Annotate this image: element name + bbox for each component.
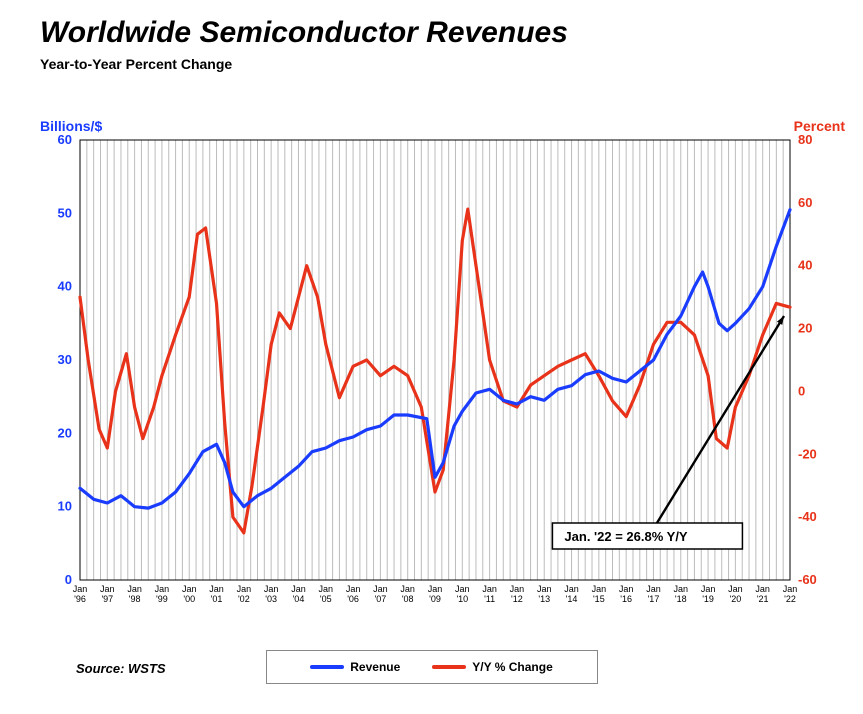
chart-page: Worldwide Semiconductor Revenues Year-to… (0, 0, 863, 714)
svg-text:Jan'98: Jan'98 (127, 584, 142, 604)
svg-text:Jan'19: Jan'19 (701, 584, 716, 604)
svg-text:Jan'11: Jan'11 (482, 584, 497, 604)
svg-text:Jan'18: Jan'18 (674, 584, 689, 604)
svg-text:Jan'05: Jan'05 (319, 584, 334, 604)
svg-text:10: 10 (58, 499, 72, 514)
svg-text:Jan'96: Jan'96 (73, 584, 88, 604)
svg-text:Jan'17: Jan'17 (646, 584, 661, 604)
y-right-ticks: -60 -40 -20 0 20 40 60 80 (798, 132, 817, 587)
svg-text:-40: -40 (798, 509, 817, 524)
svg-text:50: 50 (58, 205, 72, 220)
legend: Revenue Y/Y % Change (266, 650, 598, 684)
svg-text:0: 0 (798, 383, 805, 398)
svg-text:Jan'21: Jan'21 (755, 584, 770, 604)
svg-text:30: 30 (58, 352, 72, 367)
svg-text:Jan'12: Jan'12 (510, 584, 525, 604)
legend-label-revenue: Revenue (350, 660, 400, 674)
legend-label-yoy: Y/Y % Change (472, 660, 552, 674)
svg-text:40: 40 (798, 258, 812, 273)
svg-text:Jan'08: Jan'08 (400, 584, 415, 604)
svg-text:Jan'02: Jan'02 (237, 584, 252, 604)
svg-text:Jan'20: Jan'20 (728, 584, 743, 604)
svg-text:Jan'14: Jan'14 (564, 584, 579, 604)
svg-text:40: 40 (58, 279, 72, 294)
svg-text:80: 80 (798, 132, 812, 147)
svg-text:60: 60 (58, 132, 72, 147)
svg-text:Jan'15: Jan'15 (592, 584, 607, 604)
svg-text:-60: -60 (798, 572, 817, 587)
svg-text:20: 20 (58, 425, 72, 440)
svg-text:Jan'97: Jan'97 (100, 584, 115, 604)
svg-text:Jan'10: Jan'10 (455, 584, 470, 604)
source-label: Source: WSTS (76, 661, 166, 676)
svg-text:Jan'13: Jan'13 (537, 584, 552, 604)
legend-item-yoy: Y/Y % Change (432, 660, 552, 674)
svg-text:Jan'09: Jan'09 (428, 584, 443, 604)
legend-swatch-revenue (310, 665, 344, 669)
x-ticks: Jan'96 Jan'97 Jan'98 Jan'99 Jan'00 Jan'01 Jan'… (73, 584, 798, 604)
annotation-text: Jan. '22 = 26.8% Y/Y (564, 529, 688, 544)
legend-swatch-yoy (432, 665, 466, 669)
svg-text:20: 20 (798, 321, 812, 336)
svg-text:Jan'06: Jan'06 (346, 584, 361, 604)
vertical-gridlines (80, 140, 790, 580)
svg-text:Jan'22: Jan'22 (783, 584, 798, 604)
svg-text:Jan'99: Jan'99 (155, 584, 170, 604)
svg-text:Jan'04: Jan'04 (291, 584, 306, 604)
y-left-ticks: 0 10 20 30 40 50 60 (58, 132, 72, 587)
legend-item-revenue: Revenue (310, 660, 400, 674)
svg-text:Jan'07: Jan'07 (373, 584, 388, 604)
svg-text:-20: -20 (798, 446, 817, 461)
svg-text:Jan'01: Jan'01 (209, 584, 224, 604)
chart-subtitle: Year-to-Year Percent Change (40, 56, 232, 72)
svg-text:Jan'16: Jan'16 (619, 584, 634, 604)
svg-text:0: 0 (65, 572, 72, 587)
svg-text:Jan'03: Jan'03 (264, 584, 279, 604)
chart-title: Worldwide Semiconductor Revenues (40, 16, 568, 50)
svg-text:60: 60 (798, 195, 812, 210)
annotation-arrow (657, 316, 784, 523)
chart-plot: 0102030405060 -60-40-20020406080 Jan'96J… (80, 140, 790, 580)
svg-text:Jan'00: Jan'00 (182, 584, 197, 604)
